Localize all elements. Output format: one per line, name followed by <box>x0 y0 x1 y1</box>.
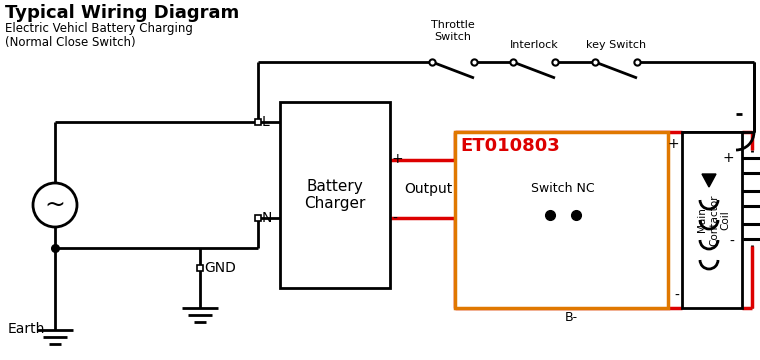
Text: L: L <box>262 115 270 129</box>
Text: (Normal Close Switch): (Normal Close Switch) <box>5 36 135 49</box>
Text: Interlock: Interlock <box>510 40 559 50</box>
Text: Electric Vehicl Battery Charging: Electric Vehicl Battery Charging <box>5 22 193 35</box>
Text: Switch NC: Switch NC <box>531 182 595 195</box>
Text: B-: B- <box>565 311 578 324</box>
Bar <box>280 102 390 288</box>
Text: -: - <box>674 289 679 303</box>
Text: Throttle
Switch: Throttle Switch <box>431 21 475 42</box>
Text: -: - <box>392 212 397 226</box>
Text: GND: GND <box>204 261 236 275</box>
Text: ET010803: ET010803 <box>460 137 560 155</box>
Text: Earth: Earth <box>8 322 46 336</box>
Text: +: + <box>722 151 734 165</box>
Text: N: N <box>262 211 272 225</box>
Bar <box>255 215 261 221</box>
Bar <box>198 265 203 271</box>
Polygon shape <box>702 174 716 187</box>
Bar <box>682 132 742 308</box>
Text: Main
Contactor
Coil: Main Contactor Coil <box>698 194 730 246</box>
Bar <box>255 119 261 125</box>
Text: key Switch: key Switch <box>586 40 646 50</box>
Text: Output: Output <box>404 182 452 196</box>
Text: Typical Wiring Diagram: Typical Wiring Diagram <box>5 4 239 22</box>
Text: -: - <box>729 235 734 249</box>
Text: +: + <box>667 137 679 151</box>
Bar <box>455 132 668 308</box>
Text: +: + <box>392 152 404 166</box>
Text: Battery
Charger: Battery Charger <box>304 179 366 211</box>
Text: ~: ~ <box>45 193 65 217</box>
